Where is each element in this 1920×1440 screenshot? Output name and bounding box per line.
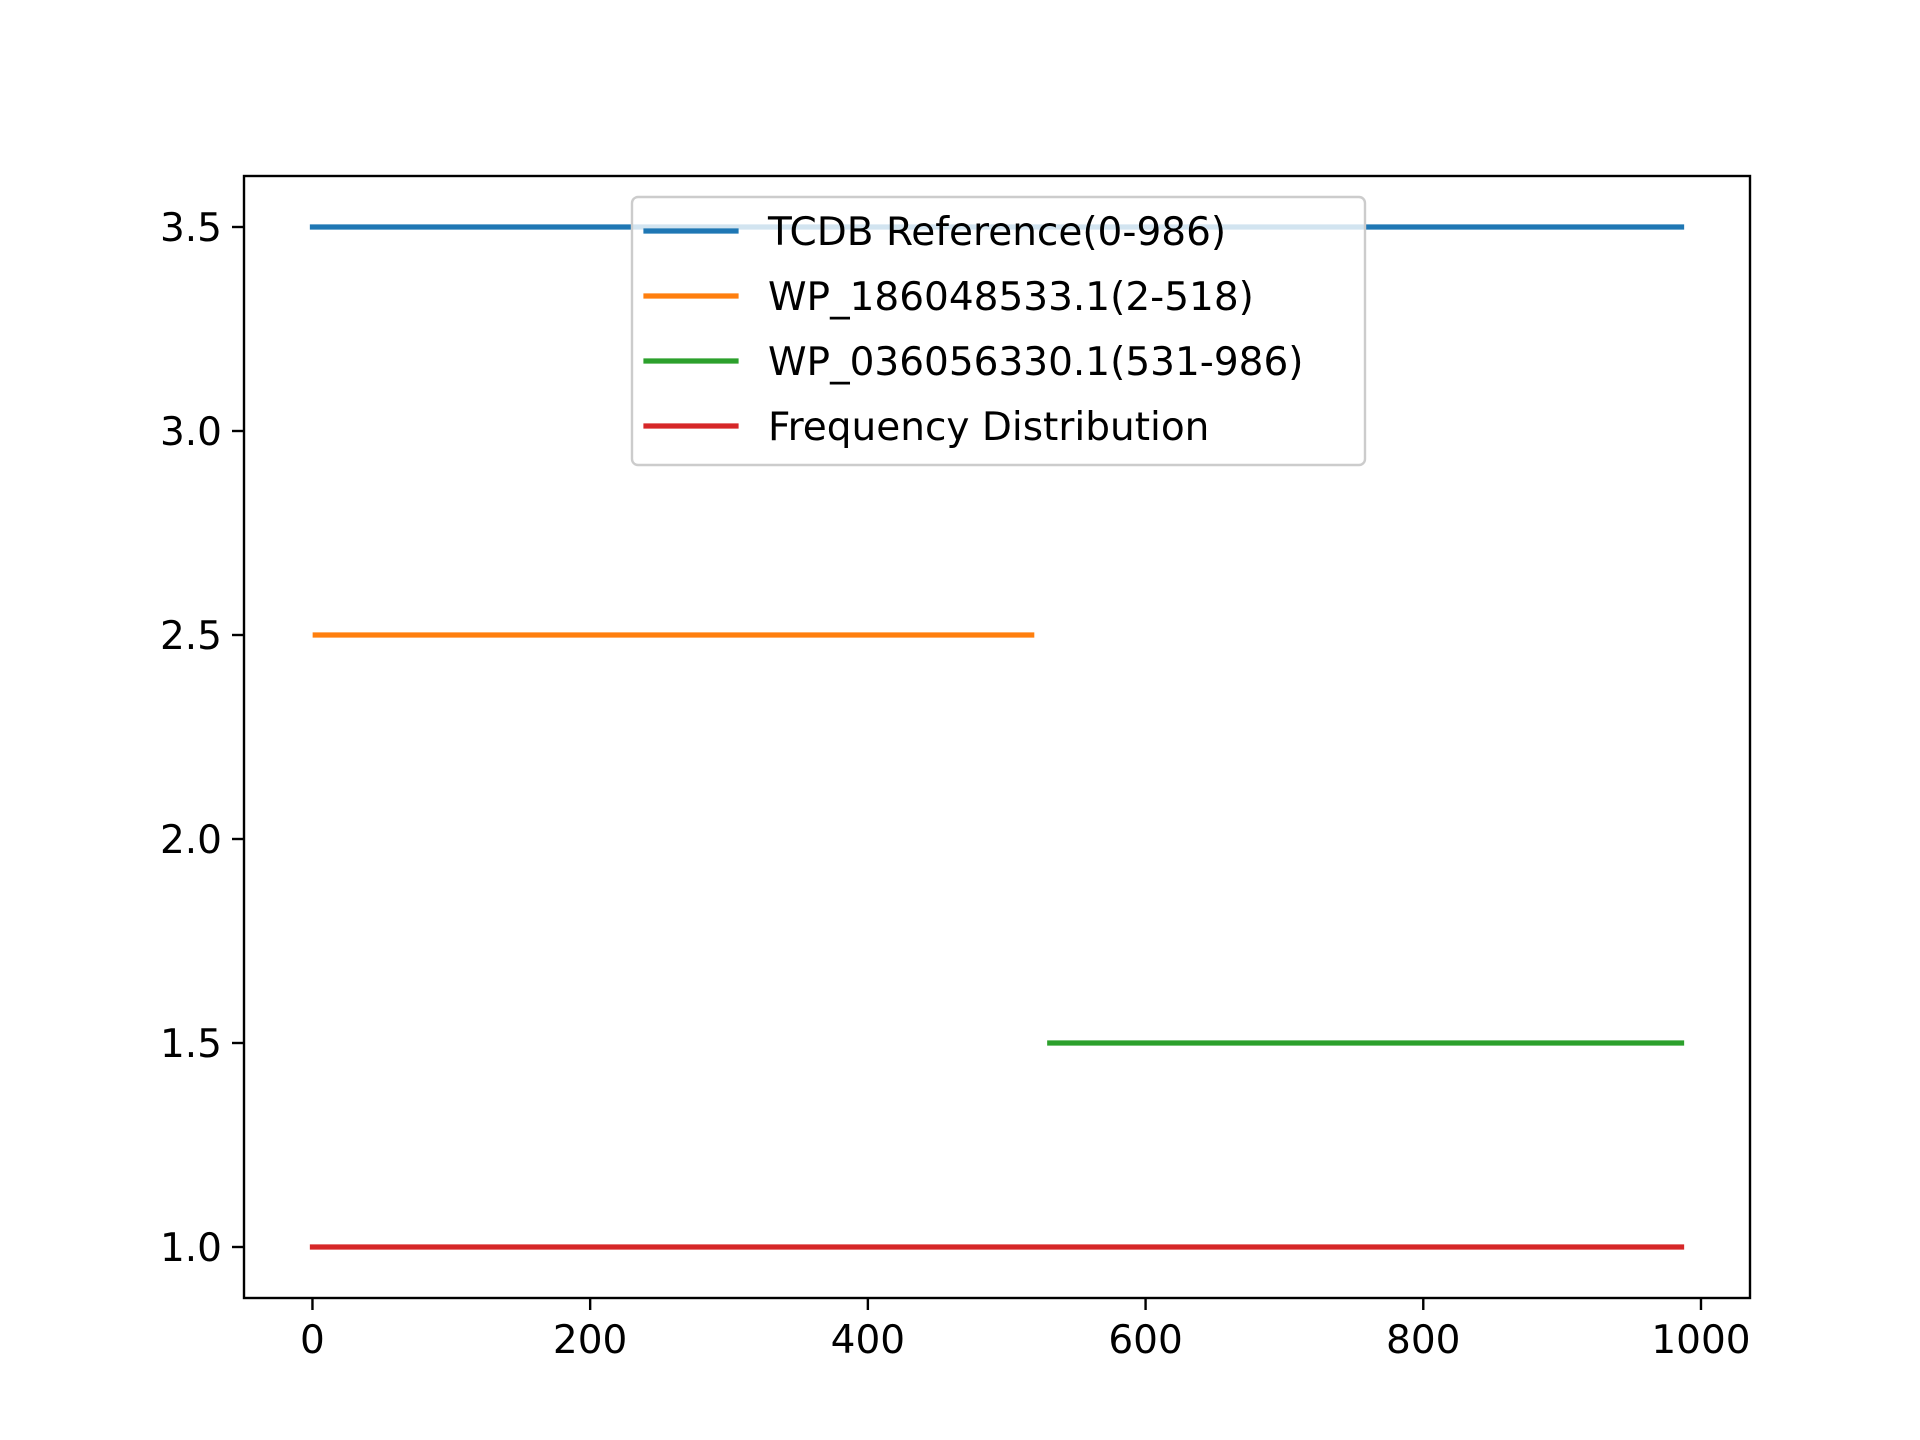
legend-label-1: TCDB Reference(0-986) bbox=[767, 210, 1226, 255]
legend-label-2: WP_186048533.1(2-518) bbox=[768, 275, 1254, 320]
y-tick-label: 2.5 bbox=[160, 614, 222, 659]
x-tick-label: 200 bbox=[553, 1318, 627, 1363]
legend-label-4: Frequency Distribution bbox=[768, 405, 1209, 450]
legend-label-3: WP_036056330.1(531-986) bbox=[768, 340, 1304, 385]
y-axis: 1.0 1.5 2.0 2.5 3.0 3.5 bbox=[160, 206, 244, 1271]
y-tick-label: 3.5 bbox=[160, 206, 222, 251]
x-tick-label: 800 bbox=[1386, 1318, 1460, 1363]
legend-box bbox=[630, 195, 1367, 467]
x-tick-label: 1000 bbox=[1651, 1318, 1750, 1363]
x-tick-label: 0 bbox=[300, 1318, 325, 1363]
y-tick-label: 1.5 bbox=[160, 1022, 222, 1067]
y-tick-label: 2.0 bbox=[160, 818, 222, 863]
plot-frame bbox=[242, 174, 1752, 1300]
x-axis: 0 200 400 600 800 1000 bbox=[300, 1298, 1751, 1363]
legend: TCDB Reference(0-986) WP_186048533.1(2-51… bbox=[630, 195, 1367, 467]
x-tick-label: 400 bbox=[831, 1318, 905, 1363]
y-tick-label: 1.0 bbox=[160, 1226, 222, 1271]
x-tick-label: 600 bbox=[1108, 1318, 1182, 1363]
y-tick-label: 3.0 bbox=[160, 410, 222, 455]
